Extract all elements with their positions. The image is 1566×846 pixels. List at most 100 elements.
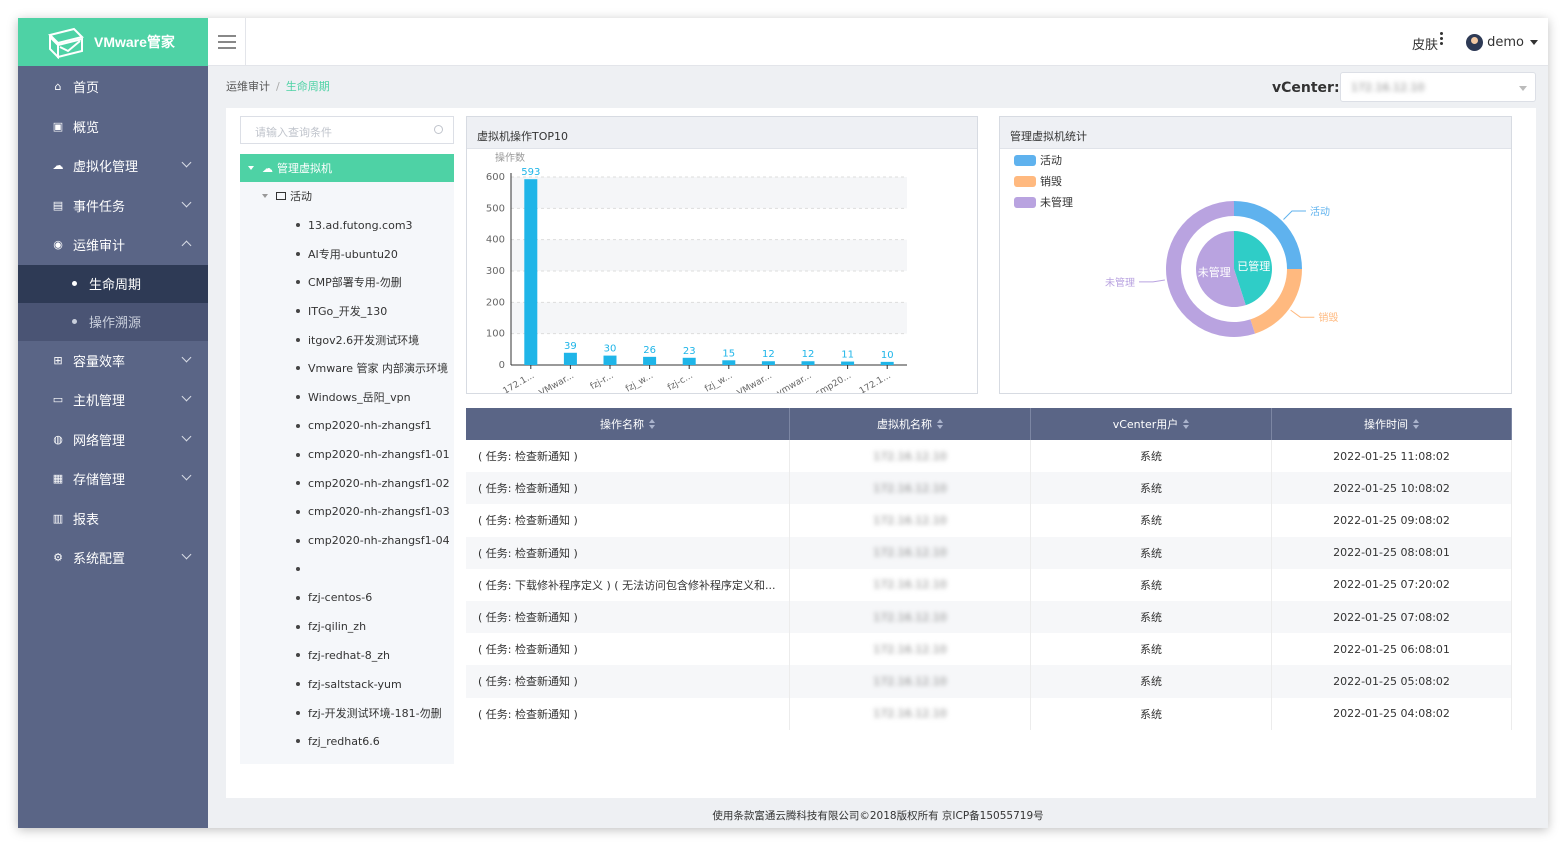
tree-leaf[interactable]: fzj-开发测试环境-181-勿删 — [240, 698, 454, 727]
bullet-icon — [296, 682, 300, 687]
more-vertical-icon[interactable] — [1440, 32, 1444, 47]
tree-leaf[interactable] — [240, 555, 454, 584]
bullet-icon — [72, 319, 77, 324]
storage-icon: ▦ — [52, 472, 64, 486]
cell-operation: ( 任务: 检查新通知 ) — [466, 633, 790, 666]
bar-chart: 操作数 0 100 200 300 400 500 600 593 172.1... 39 VMwar… — [486, 151, 907, 399]
table-row[interactable]: ( 任务: 检查新通知 ) 172.16.12.10 系统 2022-01-25 08… — [466, 536, 1512, 569]
table-row[interactable]: ( 任务: 检查新通知 ) 172.16.12.10 系统 2022-01-25 04… — [466, 697, 1512, 730]
search-input[interactable]: 请输入查询条件 — [240, 116, 454, 144]
cell-operation-text: ( 任务: 检查新通知 ) — [478, 643, 578, 657]
tree-leaf[interactable]: fzj-redhat-8_zh — [240, 641, 454, 670]
tree-leaf-label: Vmware 管家 内部演示环境 — [308, 362, 449, 376]
pie-slice-outer — [1234, 201, 1302, 269]
bullet-icon — [296, 337, 300, 342]
cell-time-text: 2022-01-25 07:08:02 — [1333, 610, 1450, 624]
sidebar-item-label: 概览 — [73, 120, 100, 136]
vcenter-select[interactable]: 172.16.12.10 — [1340, 72, 1536, 102]
table-row[interactable]: ( 任务: 检查新通知 ) 172.16.12.10 系统 2022-01-25 10… — [466, 472, 1512, 505]
sidebar-item-settings[interactable]: ⚙ 系统配置 — [18, 538, 208, 578]
chevron-down-icon — [181, 197, 192, 207]
tree-leaf[interactable]: Windows_岳阳_vpn — [240, 383, 454, 412]
sidebar-item-virtualization[interactable]: ☁ 虚拟化管理 — [18, 146, 208, 186]
cell-user-text: 系统 — [1140, 578, 1162, 592]
skin-menu[interactable]: 皮肤 — [1411, 38, 1438, 53]
header-label: vCenter用户 — [1112, 418, 1179, 431]
sidebar-item-hosts[interactable]: ▭ 主机管理 — [18, 380, 208, 420]
table-row[interactable]: ( 任务: 下载修补程序定义 ) ( 无法访问包含修补程序定义和... 172.1… — [466, 568, 1512, 601]
tree-leaf[interactable]: cmp2020-nh-zhangsf1 — [240, 412, 454, 441]
tree-leaf[interactable]: fzj-centos-6 — [240, 584, 454, 613]
table-row[interactable]: ( 任务: 检查新通知 ) 172.16.12.10 系统 2022-01-25 09… — [466, 504, 1512, 537]
sidebar-item-label: 虚拟化管理 — [73, 160, 139, 176]
sidebar-subitem-lifecycle[interactable]: 生命周期 — [18, 264, 208, 303]
tree-leaf[interactable]: AI专用-ubuntu20 — [240, 239, 454, 268]
tree-leaf[interactable]: cmp2020-nh-zhangsf1-04 — [240, 526, 454, 555]
cell-vm-name-text: 172.16.12.10 — [873, 546, 947, 560]
menu-toggle-button[interactable] — [208, 18, 246, 66]
column-header-vm[interactable]: 虚拟机名称 — [790, 408, 1031, 440]
sidebar-item-reports[interactable]: ▥ 报表 — [18, 499, 208, 539]
sidebar-subitem-trace[interactable]: 操作溯源 — [18, 302, 208, 341]
y-axis-label: 操作数 — [495, 151, 525, 164]
column-header-operation[interactable]: 操作名称 — [466, 408, 790, 440]
cell-operation-text: ( 任务: 检查新通知 ) — [478, 514, 578, 528]
sort-icon[interactable] — [1183, 419, 1190, 429]
bar — [801, 361, 815, 365]
cell-user-text: 系统 — [1140, 707, 1162, 721]
tree-leaf[interactable]: cmp2020-nh-zhangsf1-01 — [240, 440, 454, 469]
tree-root-label: 管理虚拟机 — [277, 162, 332, 175]
leader-line — [1283, 210, 1306, 220]
tree-leaf[interactable]: Vmware 管家 内部演示环境 — [240, 354, 454, 383]
bar — [761, 361, 775, 365]
bullet-icon — [296, 251, 300, 256]
sidebar-item-home[interactable]: ⌂ 首页 — [18, 67, 208, 107]
sort-icon[interactable] — [1413, 419, 1419, 429]
tree-leaf[interactable]: ITGo_开发_130 — [240, 297, 454, 326]
cell-time-text: 2022-01-25 08:08:01 — [1333, 546, 1450, 560]
tree-leaf[interactable]: CMP部署专用-勿删 — [240, 268, 454, 297]
bar-value-label: 12 — [802, 349, 815, 360]
tree-root[interactable]: ☁ 管理虚拟机 — [240, 154, 454, 182]
tree-leaf[interactable]: fzj-saltstack-yum — [240, 670, 454, 699]
bullet-icon — [296, 481, 300, 486]
sort-icon[interactable] — [649, 419, 655, 429]
column-header-time[interactable]: 操作时间 — [1272, 408, 1512, 440]
sidebar-item-audit[interactable]: ◉ 运维审计 — [18, 225, 208, 265]
table-row[interactable]: ( 任务: 检查新通知 ) 172.16.12.10 系统 2022-01-25 06… — [466, 633, 1512, 666]
sidebar-item-overview[interactable]: ▣ 概览 — [18, 107, 208, 147]
breadcrumb-parent[interactable]: 运维审计 — [226, 80, 270, 93]
legend-swatch — [1014, 176, 1036, 187]
column-header-user[interactable]: vCenter用户 — [1031, 408, 1272, 440]
search-icon[interactable] — [434, 125, 443, 134]
chevron-down-icon — [181, 470, 192, 481]
table-row[interactable]: ( 任务: 检查新通知 ) 172.16.12.10 系统 2022-01-25 05… — [466, 665, 1512, 698]
tree-group[interactable]: 活动 — [240, 182, 454, 211]
tree-leaf[interactable]: fzj-qilin_zh — [240, 612, 454, 641]
cell-time-text: 2022-01-25 11:08:02 — [1333, 449, 1450, 463]
sidebar-item-storage[interactable]: ▦ 存储管理 — [18, 459, 208, 499]
user-menu[interactable]: demo — [1466, 34, 1538, 51]
sidebar-item-events[interactable]: ▤ 事件任务 — [18, 186, 208, 226]
sidebar-item-capacity[interactable]: ⊞ 容量效率 — [18, 341, 208, 381]
cell-vm-name: 172.16.12.10 — [790, 440, 1031, 473]
sidebar-item-network[interactable]: ◍ 网络管理 — [18, 420, 208, 460]
chevron-down-icon — [181, 391, 192, 402]
bullet-icon — [296, 653, 300, 658]
grid-band — [511, 177, 907, 209]
pie-chart-panel: 管理虚拟机统计 活动 销毁 未管理 已管理 未管理 活动 销毁 未管理 — [999, 116, 1512, 394]
table-row[interactable]: ( 任务: 检查新通知 ) 172.16.12.10 系统 2022-01-25 11… — [466, 440, 1512, 473]
tree-leaf[interactable]: 13.ad.futong.com3 — [240, 211, 454, 240]
tree-leaf-label: Windows_岳阳_vpn — [308, 391, 411, 405]
tree-leaf[interactable]: cmp2020-nh-zhangsf1-03 — [240, 498, 454, 527]
main-content: 请输入查询条件 ☁ 管理虚拟机 活动 13.ad.futong.com3 AI专用-… — [226, 108, 1536, 798]
tree-leaf[interactable]: cmp2020-nh-zhangsf1-02 — [240, 469, 454, 498]
tree-leaf[interactable]: fzj_redhat6.6 — [240, 727, 454, 756]
desktop-icon: ▭ — [52, 393, 64, 407]
grid-band — [511, 239, 907, 271]
tree-leaf[interactable]: itgov2.6开发测试环境 — [240, 325, 454, 354]
logo[interactable]: VMware管家 — [18, 18, 208, 66]
table-row[interactable]: ( 任务: 检查新通知 ) 172.16.12.10 系统 2022-01-25 07… — [466, 600, 1512, 634]
network-icon: ◍ — [53, 432, 63, 446]
sort-icon[interactable] — [937, 419, 943, 429]
